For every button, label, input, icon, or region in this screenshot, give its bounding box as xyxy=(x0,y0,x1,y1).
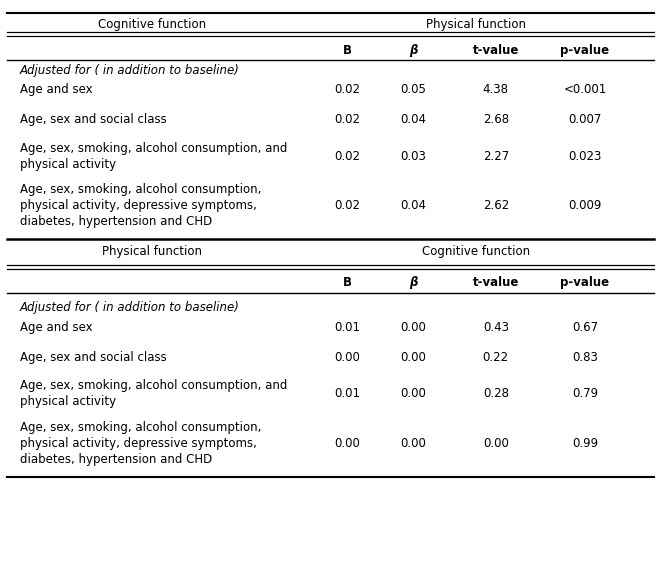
Text: 0.22: 0.22 xyxy=(483,351,509,363)
Text: p-value: p-value xyxy=(561,44,609,57)
Text: 0.02: 0.02 xyxy=(334,150,360,163)
Text: β: β xyxy=(409,44,417,57)
Text: 0.83: 0.83 xyxy=(572,351,598,363)
Text: 0.02: 0.02 xyxy=(334,200,360,212)
Text: Cognitive function: Cognitive function xyxy=(98,18,206,30)
Text: 0.28: 0.28 xyxy=(483,387,509,400)
Text: 0.04: 0.04 xyxy=(400,113,426,126)
Text: 0.05: 0.05 xyxy=(400,83,426,96)
Text: physical activity, depressive symptoms,: physical activity, depressive symptoms, xyxy=(20,437,256,450)
Text: p-value: p-value xyxy=(561,277,609,289)
Text: Physical function: Physical function xyxy=(426,18,526,30)
Text: 0.43: 0.43 xyxy=(483,321,509,333)
Text: Adjusted for ( in addition to baseline): Adjusted for ( in addition to baseline) xyxy=(20,64,240,76)
Text: 2.27: 2.27 xyxy=(483,150,509,163)
Text: Adjusted for ( in addition to baseline): Adjusted for ( in addition to baseline) xyxy=(20,301,240,314)
Text: physical activity: physical activity xyxy=(20,395,116,408)
Text: physical activity, depressive symptoms,: physical activity, depressive symptoms, xyxy=(20,200,256,212)
Text: Age, sex, smoking, alcohol consumption, and: Age, sex, smoking, alcohol consumption, … xyxy=(20,141,288,155)
Text: 4.38: 4.38 xyxy=(483,83,509,96)
Text: <0.001: <0.001 xyxy=(563,83,607,96)
Text: Cognitive function: Cognitive function xyxy=(422,245,530,258)
Text: 0.00: 0.00 xyxy=(483,437,509,450)
Text: 0.009: 0.009 xyxy=(568,200,602,212)
Text: Age and sex: Age and sex xyxy=(20,321,93,333)
Text: physical activity: physical activity xyxy=(20,158,116,171)
Text: 0.67: 0.67 xyxy=(572,321,598,333)
Text: 0.00: 0.00 xyxy=(400,321,426,333)
Text: t-value: t-value xyxy=(473,277,519,289)
Text: 0.023: 0.023 xyxy=(568,150,602,163)
Text: diabetes, hypertension and CHD: diabetes, hypertension and CHD xyxy=(20,453,212,466)
Text: 0.03: 0.03 xyxy=(400,150,426,163)
Text: β: β xyxy=(409,277,417,289)
Text: 0.00: 0.00 xyxy=(400,387,426,400)
Text: 0.99: 0.99 xyxy=(572,437,598,450)
Text: Age, sex and social class: Age, sex and social class xyxy=(20,351,167,363)
Text: t-value: t-value xyxy=(473,44,519,57)
Text: 0.02: 0.02 xyxy=(334,113,360,126)
Text: Age, sex, smoking, alcohol consumption,: Age, sex, smoking, alcohol consumption, xyxy=(20,183,261,196)
Text: 0.00: 0.00 xyxy=(400,351,426,363)
Text: 0.02: 0.02 xyxy=(334,83,360,96)
Text: 0.007: 0.007 xyxy=(568,113,602,126)
Text: 0.00: 0.00 xyxy=(334,351,360,363)
Text: 0.79: 0.79 xyxy=(572,387,598,400)
Text: 0.00: 0.00 xyxy=(334,437,360,450)
Text: Age, sex, smoking, alcohol consumption,: Age, sex, smoking, alcohol consumption, xyxy=(20,421,261,434)
Text: B: B xyxy=(342,44,352,57)
Text: 0.04: 0.04 xyxy=(400,200,426,212)
Text: 2.68: 2.68 xyxy=(483,113,509,126)
Text: Age and sex: Age and sex xyxy=(20,83,93,96)
Text: diabetes, hypertension and CHD: diabetes, hypertension and CHD xyxy=(20,216,212,228)
Text: 2.62: 2.62 xyxy=(483,200,509,212)
Text: 0.01: 0.01 xyxy=(334,321,360,333)
Text: 0.01: 0.01 xyxy=(334,387,360,400)
Text: Physical function: Physical function xyxy=(102,245,202,258)
Text: Age, sex, smoking, alcohol consumption, and: Age, sex, smoking, alcohol consumption, … xyxy=(20,379,288,392)
Text: 0.00: 0.00 xyxy=(400,437,426,450)
Text: Age, sex and social class: Age, sex and social class xyxy=(20,113,167,126)
Text: B: B xyxy=(342,277,352,289)
